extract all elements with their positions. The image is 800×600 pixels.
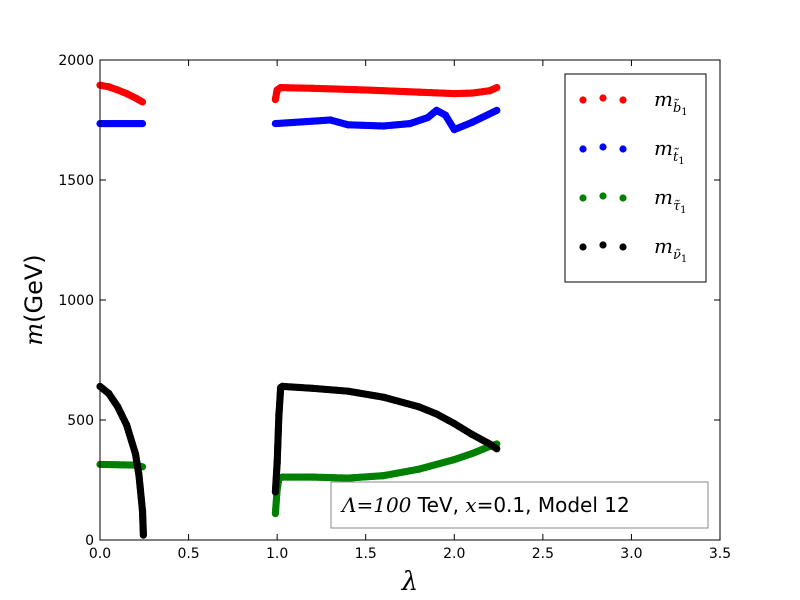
data-point [138,98,147,106]
y-tick-label: 2000 [58,53,94,69]
annotation-lambda-unit: TeV, [411,493,465,517]
legend-entry-1: mb̃1 [579,87,688,118]
legend-marker [579,194,587,202]
annotation-frame [330,481,709,529]
axis-ticks: 0.0 0.5 1.0 1.5 2.0 2.5 3.0 3.5 0 500 1000 1500 2000 [58,53,731,562]
x-tick-label: 1.5 [355,546,377,562]
legend-marker [579,243,587,251]
legend-label: mb̃1 [654,87,688,118]
x-tick-label: 3.5 [709,546,731,562]
legend-marker [599,192,607,200]
y-axis-label-symbol: m [20,323,48,346]
legend-label: mν̃1 [654,234,687,265]
y-tick-label: 1500 [58,173,94,189]
annotation-lambda-value: 100 [373,493,411,517]
annotation-x-value: =0.1, Model 12 [477,493,630,517]
legend-label: mτ̃1 [654,185,687,216]
x-tick-label: 3.0 [620,546,642,562]
y-axis-label: m(GeV) [20,254,48,345]
annotation-text: Λ=100 TeV, x=0.1, Model 12 [340,493,630,517]
x-axis-label: λ [401,567,418,597]
legend-marker [579,145,587,153]
legend-marker [619,194,627,202]
data-point [138,120,147,128]
legend-marker [599,241,607,249]
series-1-points [96,81,501,106]
y-tick-label: 0 [85,533,94,549]
legend-marker [599,143,607,151]
y-tick-label: 500 [67,413,94,429]
annotation-x-symbol: x [465,493,476,517]
series-2-points [96,106,501,134]
legend-marker [619,96,627,104]
data-point [493,84,501,92]
legend-frame [564,73,707,283]
annotation-lambda-symbol: Λ [340,493,356,517]
x-tick-label: 2.5 [532,546,554,562]
legend-marker [619,243,627,251]
data-points [96,81,501,539]
y-axis-label-unit: (GeV) [20,254,48,323]
data-point [493,106,501,114]
legend-marker [619,145,627,153]
legend: mb̃1 mt̃1 mτ̃1 mν̃1 [564,73,707,283]
x-tick-label: 2.0 [443,546,465,562]
legend-entry-4: mν̃1 [579,234,687,265]
series-4-points [96,382,501,539]
legend-marker [579,96,587,104]
legend-marker [599,94,607,102]
x-tick-label: 0.5 [177,546,199,562]
x-tick-label: 1.0 [266,546,288,562]
annotation-box: Λ=100 TeV, x=0.1, Model 12 [330,481,709,529]
data-point [139,531,147,539]
legend-label: mt̃1 [654,136,685,167]
legend-entry-2: mt̃1 [579,136,685,167]
y-tick-label: 1000 [58,293,94,309]
annotation-equals: = [356,493,373,517]
data-point [493,445,501,453]
x-tick-label: 0.0 [89,546,111,562]
legend-entry-3: mτ̃1 [579,185,687,216]
